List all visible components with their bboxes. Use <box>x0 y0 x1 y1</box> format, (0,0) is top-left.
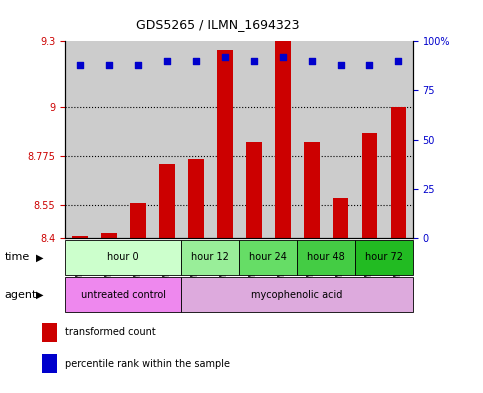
Text: hour 12: hour 12 <box>191 252 229 263</box>
Point <box>163 58 170 64</box>
Point <box>192 58 199 64</box>
Text: untreated control: untreated control <box>81 290 166 300</box>
Bar <box>188 159 204 238</box>
Bar <box>71 235 88 238</box>
Text: mycophenolic acid: mycophenolic acid <box>251 290 343 300</box>
Text: hour 48: hour 48 <box>307 252 345 263</box>
Bar <box>333 198 349 238</box>
Bar <box>42 323 57 342</box>
Point <box>308 58 315 64</box>
Bar <box>101 233 117 238</box>
Point <box>76 62 84 68</box>
Bar <box>65 240 181 275</box>
Bar <box>181 277 413 312</box>
Bar <box>42 354 57 373</box>
Point <box>337 62 344 68</box>
Bar <box>355 240 413 275</box>
Point <box>221 54 228 60</box>
Bar <box>304 142 320 238</box>
Text: GDS5265 / ILMN_1694323: GDS5265 / ILMN_1694323 <box>136 18 299 31</box>
Point <box>250 58 257 64</box>
Bar <box>239 240 297 275</box>
Bar <box>275 41 291 238</box>
Point <box>279 54 286 60</box>
Bar <box>158 163 175 238</box>
Text: time: time <box>5 252 30 263</box>
Bar <box>246 142 262 238</box>
Bar <box>181 240 239 275</box>
Bar <box>361 133 378 238</box>
Bar <box>297 240 355 275</box>
Text: hour 72: hour 72 <box>365 252 403 263</box>
Text: hour 0: hour 0 <box>107 252 139 263</box>
Text: ▶: ▶ <box>36 290 44 300</box>
Bar <box>65 277 181 312</box>
Bar <box>391 107 407 238</box>
Point <box>134 62 142 68</box>
Point <box>366 62 373 68</box>
Point <box>395 58 402 64</box>
Bar <box>216 50 233 238</box>
Text: ▶: ▶ <box>36 252 44 263</box>
Text: agent: agent <box>5 290 37 300</box>
Point <box>105 62 113 68</box>
Text: transformed count: transformed count <box>66 327 156 337</box>
Bar <box>129 203 146 238</box>
Text: percentile rank within the sample: percentile rank within the sample <box>66 358 230 369</box>
Text: hour 24: hour 24 <box>249 252 287 263</box>
